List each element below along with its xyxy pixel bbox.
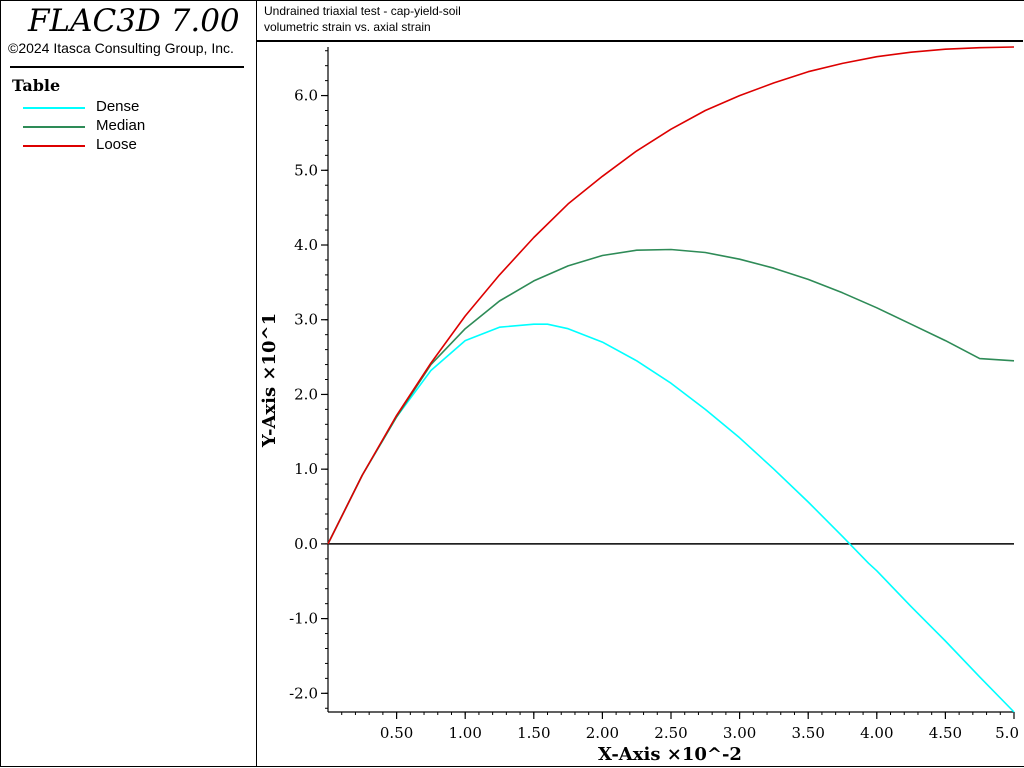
y-tick-label: 1.0 — [294, 460, 318, 478]
x-tick-label: 1.00 — [448, 724, 481, 742]
y-tick-label: -1.0 — [289, 610, 318, 628]
y-tick-label: 6.0 — [294, 87, 318, 105]
legend-label-loose: Loose — [96, 136, 137, 153]
y-tick-label: 3.0 — [294, 311, 318, 329]
x-axis-title: X-Axis ×10^-2 — [598, 744, 742, 765]
app-title: FLAC3D 7.00 — [28, 3, 240, 39]
legend-separator — [10, 66, 244, 68]
copyright-text: ©2024 Itasca Consulting Group, Inc. — [8, 40, 234, 56]
series-line-loose — [327, 46, 1015, 545]
x-tick-label: 2.50 — [654, 724, 687, 742]
legend-label-dense: Dense — [96, 98, 140, 115]
legend-swatch-median — [23, 126, 85, 128]
x-tick-label: 3.50 — [791, 724, 824, 742]
series-line-dense — [327, 323, 1015, 713]
y-tick-label: 2.0 — [294, 385, 318, 403]
legend-title: Table — [12, 76, 61, 95]
y-tick-label: 0.0 — [294, 535, 318, 553]
legend-label-median: Median — [96, 117, 146, 134]
legend-item-dense: Dense — [23, 98, 243, 117]
series-line-median — [327, 248, 1015, 545]
legend-swatch-loose — [23, 145, 85, 147]
legend-panel — [0, 0, 256, 767]
plot-subtitle: volumetric strain vs. axial strain — [264, 20, 431, 34]
y-axis-title: Y-Axis ×10^1 — [259, 313, 280, 448]
legend-item-loose: Loose — [23, 136, 243, 155]
y-tick-label: 4.0 — [294, 236, 318, 254]
y-tick-label: -2.0 — [289, 684, 318, 702]
x-tick-label: 0.50 — [380, 724, 413, 742]
header-separator — [257, 40, 1023, 42]
y-tick-label: 5.0 — [294, 161, 318, 179]
x-tick-label: 2.00 — [586, 724, 619, 742]
x-tick-label: 5.0 — [995, 724, 1019, 742]
x-tick-label: 1.50 — [517, 724, 550, 742]
x-tick-label: 4.50 — [929, 724, 962, 742]
legend-item-median: Median — [23, 117, 243, 136]
plot-title: Undrained triaxial test - cap-yield-soil — [264, 4, 461, 18]
plot-panel — [256, 0, 1024, 767]
x-tick-label: 4.00 — [860, 724, 893, 742]
x-tick-label: 3.00 — [723, 724, 756, 742]
legend-swatch-dense — [23, 107, 85, 109]
